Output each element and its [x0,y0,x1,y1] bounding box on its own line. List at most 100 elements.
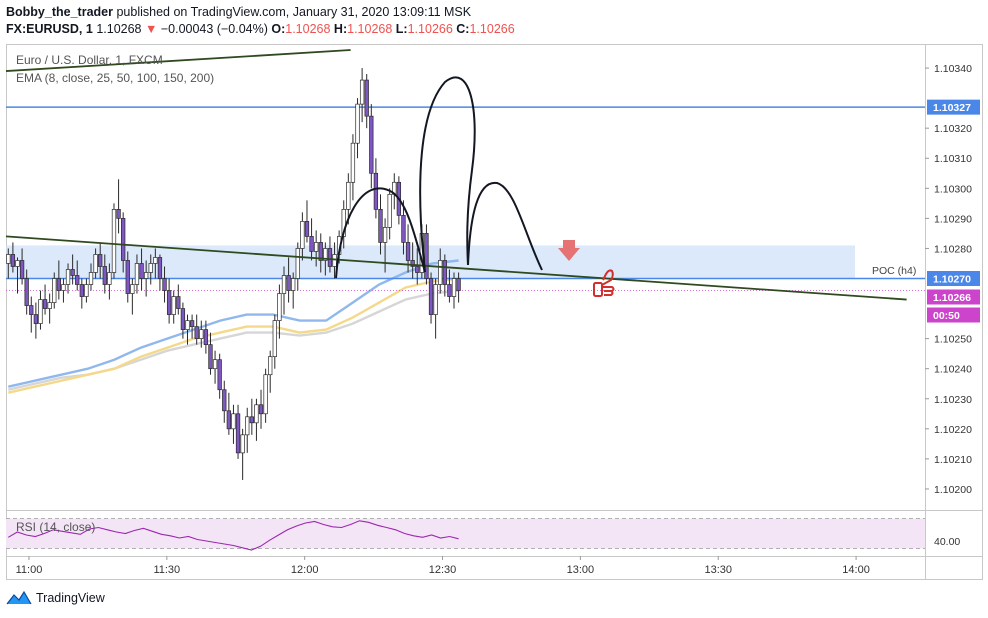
pattern-drawing[interactable] [335,76,615,297]
candle-body [185,320,190,330]
price-axis[interactable]: 1.10340 1.10320 1.10310 1.10300 1.10290 1.102… [925,63,972,496]
time-axis[interactable]: 11:00 11:30 12:00 12:30 13:00 13:30 14:00 [16,556,870,576]
candle-body [56,278,61,291]
candle [38,290,43,330]
price-tick-label: 1.10320 [934,123,972,135]
candle [208,332,213,375]
candle [111,203,117,279]
candle [318,233,323,273]
candle [378,194,383,255]
right-shoulder-curve[interactable] [467,181,543,271]
instrument-legend: Euro / U.S. Dollar, 1, FXCM [16,53,163,67]
candle [226,392,232,435]
candle-body [456,278,461,291]
candle [300,212,305,261]
candle-body [88,272,94,285]
candle-body [235,413,241,454]
candle-body [300,221,305,249]
candle [401,200,406,255]
candle [456,272,461,303]
candle-body [6,254,11,264]
high-value: 1.10268 [347,22,393,36]
candle [424,224,429,285]
candle [180,302,186,339]
candle [162,266,167,303]
ohlc-line: FX:EURUSD, 1 1.10268 ▼ −0.00043 (−0.04%)… [6,21,982,38]
candle [442,254,447,297]
candle [153,248,158,279]
candle [433,278,438,339]
candle-body [79,284,84,297]
candle [410,242,415,279]
candle-body [134,263,140,285]
open-label: O: [271,22,286,36]
price-tick-label: 1.10240 [934,364,972,376]
candle [199,320,204,348]
candle [65,263,71,294]
candle-body [405,242,411,261]
candle-body [272,320,277,358]
candle [364,74,369,129]
candle [10,242,16,273]
ema-line-grey [8,289,459,391]
author-name[interactable]: Bobby_the_trader [6,5,113,19]
candle [203,320,209,354]
candle-body [447,284,452,297]
candle-body [217,359,222,391]
candle [29,296,34,333]
tradingview-brand[interactable]: TradingView [36,591,105,605]
price-change: −0.00043 (−0.04%) [160,22,268,36]
candle-body [47,302,52,309]
candle-body [180,308,186,330]
candle [189,314,195,339]
candles-layer [6,68,461,480]
price-tick-label: 1.10230 [934,394,972,406]
thumbs-left-icon[interactable] [593,269,615,297]
rsi-legend: RSI (14, close) [16,520,95,534]
candle-body [254,404,259,424]
candle-body [378,209,383,243]
candle-body [61,284,66,291]
left-shoulder-curve[interactable] [335,187,426,279]
candle [235,404,241,459]
candle [268,350,273,393]
candle-body [189,320,195,327]
candle [70,254,75,285]
symbol-label: FX:EURUSD, 1 [6,22,93,36]
candle [212,350,218,384]
price-label-box [927,289,980,305]
candle-body [245,416,250,436]
rsi-pane[interactable]: 40.00 [6,518,960,551]
candle [217,353,222,399]
head-curve[interactable] [419,76,476,273]
publish-info: published on TradingView.com, January 31… [116,5,472,19]
candle-body [84,284,89,297]
candle [176,284,181,315]
candle [93,248,98,279]
candle-body [263,374,268,415]
poc-zone-layer [6,245,855,279]
low-label: L: [395,22,408,36]
candle [75,260,80,291]
close-label: C: [456,22,470,36]
candle-body [231,413,236,430]
candle [327,236,333,273]
ema-line-yellow [8,277,459,394]
candle-body [323,248,328,261]
candle [47,293,52,324]
ema-layer [8,259,459,394]
down-arrow-marker-icon[interactable] [558,240,580,261]
candle [102,254,107,294]
candle [304,200,310,243]
close-value: 1.10266 [469,22,515,36]
time-tick-label: 14:00 [842,564,870,576]
candle-body [116,209,121,219]
candle [107,263,112,300]
thumb-hand [601,269,615,296]
candle [157,254,163,291]
candle [428,272,434,324]
candle-body [42,299,48,309]
candle-body [19,260,25,279]
candle [263,368,268,423]
